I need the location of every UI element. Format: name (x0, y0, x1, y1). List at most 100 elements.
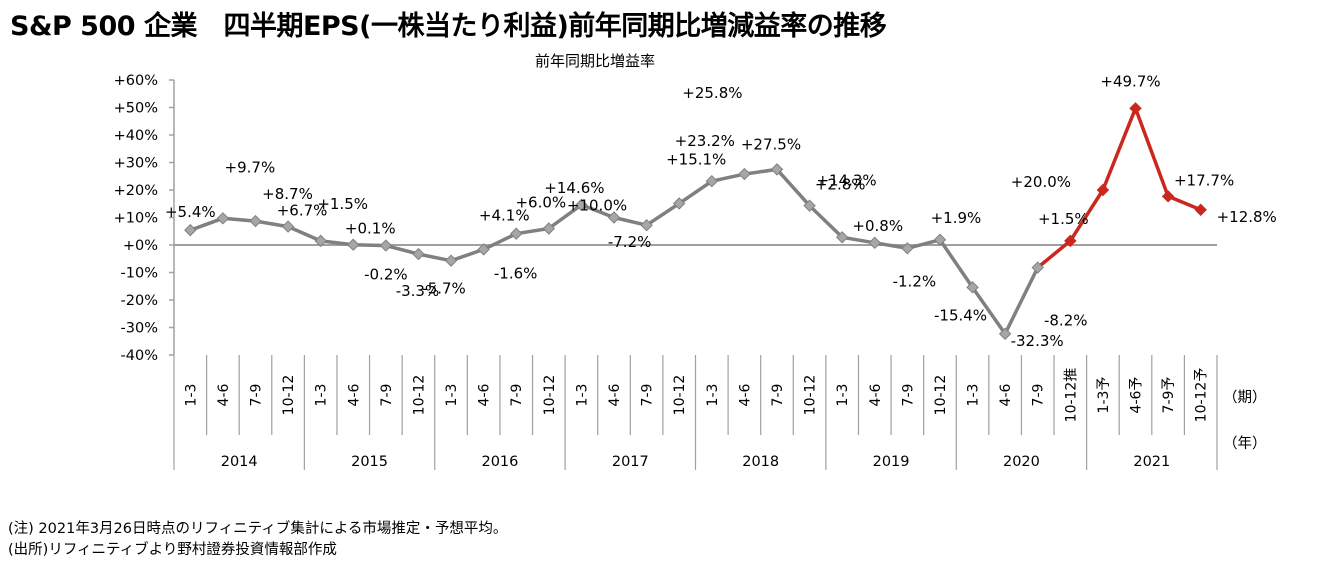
data-point (575, 198, 588, 212)
data-point (607, 211, 621, 224)
year-label: 2017 (612, 454, 649, 470)
y-tick-label: +30% (114, 156, 158, 172)
quarter-label: 10-12推 (1063, 368, 1079, 423)
data-label: +25.8% (682, 84, 742, 102)
quarter-label: 1-3 (835, 384, 851, 407)
quarter-label: 4-6 (868, 383, 884, 406)
period-axis-label: （期） (1223, 389, 1267, 406)
quarter-label: 4-6 (737, 383, 753, 406)
quarter-label: 4-6 (607, 383, 623, 406)
data-point (184, 223, 197, 237)
data-point (640, 218, 653, 232)
data-label: -1.6% (494, 264, 538, 282)
data-label: +6.7% (277, 202, 328, 220)
quarter-label: 10-12 (672, 375, 688, 416)
data-label: -0.2% (364, 266, 408, 284)
quarter-label: 7-9 (770, 384, 786, 407)
data-label: -1.2% (893, 272, 937, 290)
year-label: 2019 (873, 454, 910, 470)
data-point (672, 197, 686, 210)
year-axis-label: （年） (1223, 435, 1267, 452)
quarter-label: 1-3 (444, 384, 460, 407)
forecast-point (1096, 183, 1110, 197)
forecast-point (1161, 190, 1175, 203)
data-label: +20.0% (1011, 173, 1071, 191)
data-point (379, 239, 393, 252)
data-point (738, 167, 751, 181)
year-label: 2020 (1003, 454, 1040, 470)
forecast-series-line (1036, 106, 1202, 269)
data-label: -3.3% (396, 282, 440, 300)
data-label: +15.1% (666, 150, 726, 168)
data-label: +14.3% (816, 172, 876, 190)
data-point (412, 247, 425, 261)
quarter-label: 7-9 (248, 384, 264, 407)
chart-subtitle: 前年同期比増益率 (535, 52, 656, 70)
year-label: 2015 (351, 454, 388, 470)
data-label: +4.1% (479, 207, 530, 225)
data-label: +2.8% (815, 175, 866, 193)
quarter-label: 4-6 (346, 383, 362, 406)
quarter-label: 10-12 (281, 375, 297, 416)
data-label: +12.8% (1217, 208, 1277, 226)
data-point (901, 242, 914, 255)
data-point (314, 234, 327, 248)
data-label: -8.2% (1044, 312, 1088, 330)
quarter-label: 7-9 (509, 384, 525, 407)
data-point (770, 163, 784, 176)
data-label: +10.0% (567, 197, 627, 215)
data-label: -15.4% (934, 306, 987, 324)
data-point (998, 327, 1012, 341)
y-tick-label: +60% (114, 73, 158, 89)
data-label: +49.7% (1100, 72, 1160, 90)
quarter-label: 1-3 (966, 384, 982, 407)
year-label: 2014 (221, 454, 258, 470)
y-tick-label: +50% (114, 101, 158, 117)
y-tick-label: -40% (121, 348, 158, 364)
data-point (216, 212, 230, 225)
quarter-label: 1-3 (183, 384, 199, 407)
quarter-label: 10-12予 (1194, 368, 1210, 423)
year-label: 2016 (481, 454, 518, 470)
quarter-label: 7-9予 (1161, 377, 1177, 414)
quarter-label: 10-12 (542, 375, 558, 416)
data-point (1031, 261, 1044, 274)
data-label: +6.0% (515, 194, 566, 212)
data-point (705, 174, 719, 188)
y-tick-label: -30% (121, 321, 158, 337)
data-point (868, 236, 881, 250)
data-point (803, 199, 816, 212)
y-tick-label: -20% (121, 293, 158, 309)
data-point (477, 243, 490, 256)
data-label: +0.8% (852, 217, 903, 235)
data-label: +9.7% (225, 158, 276, 176)
data-label: -7.2% (608, 233, 652, 251)
data-label: -5.7% (422, 280, 466, 298)
y-tick-label: +40% (114, 128, 158, 144)
data-point (933, 233, 947, 246)
data-label: +1.5% (1038, 210, 1089, 228)
year-label: 2021 (1133, 454, 1170, 470)
quarter-label: 7-9 (900, 384, 916, 407)
quarter-label: 7-9 (1031, 384, 1047, 407)
chart-title: S&P 500 企業 四半期EPS(一株当たり利益)前年同期比増減益率の推移 (10, 11, 887, 42)
note-text: (注) 2021年3月26日時点のリフィニティブ集計による市場推定・予想平均。 (8, 521, 508, 537)
forecast-point (1194, 203, 1207, 217)
data-label: +27.5% (741, 135, 801, 153)
data-label: +17.7% (1174, 171, 1234, 189)
quarter-label: 1-3 (314, 384, 330, 407)
data-point (966, 281, 979, 294)
data-point (249, 214, 262, 228)
quarter-label: 7-9 (379, 384, 395, 407)
data-point (835, 231, 849, 244)
data-point (347, 238, 360, 251)
quarter-label: 4-6 (998, 383, 1014, 406)
quarter-label: 4-6予 (1129, 377, 1145, 414)
quarter-label: 4-6 (477, 383, 493, 406)
data-label: +14.6% (544, 179, 604, 197)
data-label: +5.4% (165, 203, 216, 221)
forecast-point (1129, 102, 1142, 115)
y-tick-label: -10% (121, 266, 158, 282)
y-tick-label: +20% (114, 183, 158, 199)
